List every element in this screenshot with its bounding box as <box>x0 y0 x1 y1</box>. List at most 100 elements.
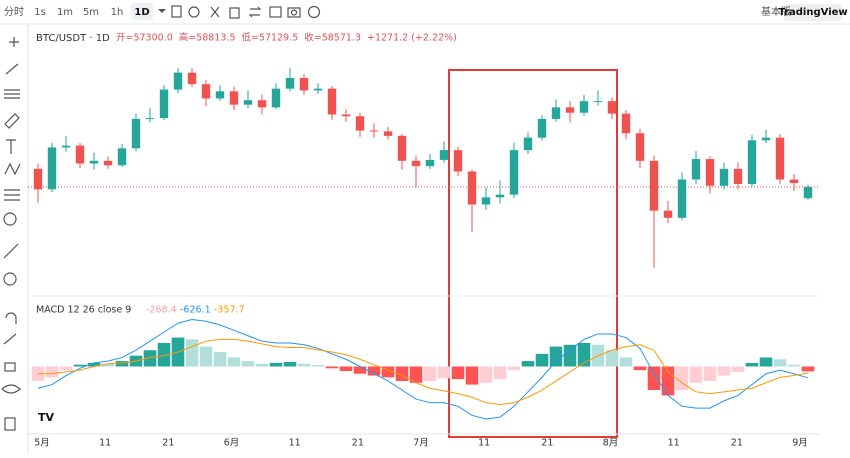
macd-histogram-bar <box>731 366 745 372</box>
candle-body <box>187 72 197 85</box>
ohlc-legend: 高=58813.5 <box>179 32 236 44</box>
macd-histogram-bar <box>465 366 479 385</box>
candle-body <box>467 171 477 205</box>
macd-histogram-bar <box>325 366 339 369</box>
ohlc-legend: +1271.2 (+2.22%) <box>367 33 457 44</box>
toolbar <box>0 3 850 25</box>
macd-histogram-bar <box>689 366 703 383</box>
candle-body <box>411 160 421 167</box>
candle-body <box>691 159 701 180</box>
candle-body <box>117 148 127 166</box>
candle-body <box>677 179 687 218</box>
x-tick-label: 21 <box>731 438 743 449</box>
candle-body <box>649 160 659 211</box>
ohlc-legend: 收=58571.3 <box>304 32 361 44</box>
macd-histogram-bar <box>241 361 255 367</box>
macd-histogram-bar <box>563 344 577 367</box>
x-tick-label: 21 <box>352 438 364 449</box>
macd-histogram-bar <box>339 366 353 372</box>
macd-histogram-bar <box>661 366 675 396</box>
macd-value: -626.1 <box>180 305 211 316</box>
x-tick-label: 21 <box>162 438 174 449</box>
macd-histogram-bar <box>45 366 59 378</box>
candle-body <box>47 147 57 190</box>
macd-value: -357.7 <box>214 305 245 316</box>
macd-histogram-bar <box>115 361 129 367</box>
candle-body <box>509 150 519 195</box>
candle-body <box>159 89 169 119</box>
candle-body <box>747 140 757 184</box>
x-tick-label: 11 <box>99 438 111 449</box>
candle-body <box>271 88 281 108</box>
ohlc-legend: 低=57129.5 <box>242 32 299 44</box>
macd-histogram-bar <box>675 366 689 391</box>
macd-histogram-bar <box>549 346 563 367</box>
macd-histogram-bar <box>297 363 311 367</box>
macd-histogram-bar <box>745 362 759 367</box>
macd-histogram-bar <box>311 365 325 367</box>
macd-histogram-bar <box>801 366 815 372</box>
tradingview-mode-button[interactable]: TradingView <box>778 7 847 18</box>
interval-button[interactable]: 分时 <box>4 6 24 18</box>
left-toolbar <box>1 25 29 454</box>
interval-button[interactable]: 5m <box>83 7 99 18</box>
candle-body <box>215 91 225 99</box>
candle-body <box>775 137 785 180</box>
macd-histogram-bar <box>605 350 619 367</box>
x-tick-label: 11 <box>478 438 490 449</box>
candle-body <box>327 88 337 115</box>
macd-histogram-bar <box>507 366 521 371</box>
macd-histogram-bar <box>633 366 647 371</box>
candle-body <box>341 114 351 117</box>
candle-body <box>229 91 239 105</box>
tv-logo: TV <box>36 411 56 425</box>
x-tick-label: 11 <box>289 438 301 449</box>
candle-body <box>635 133 645 161</box>
macd-histogram-bar <box>535 353 549 367</box>
x-tick-label: 21 <box>541 438 553 449</box>
candle-body <box>565 107 575 113</box>
interval-button[interactable]: 1h <box>111 7 124 18</box>
candle-body <box>537 118 547 138</box>
macd-histogram-bar <box>493 366 507 380</box>
interval-button[interactable]: 1s <box>34 7 46 18</box>
macd-histogram-bar <box>367 366 381 376</box>
candle-body <box>313 88 323 91</box>
macd-histogram-bar <box>647 366 661 391</box>
candle-body <box>733 168 743 184</box>
x-tick-label: 5月 <box>34 438 50 449</box>
x-tick-label: 8月 <box>603 438 619 449</box>
macd-histogram-bar <box>451 366 465 380</box>
macd-histogram-bar <box>521 361 535 367</box>
macd-histogram-bar <box>59 366 73 371</box>
macd-histogram-bar <box>759 357 773 367</box>
interval-button[interactable]: 1D <box>134 7 149 18</box>
macd-histogram-bar <box>157 342 171 367</box>
macd-histogram-bar <box>773 359 787 367</box>
macd-histogram-bar <box>143 350 157 367</box>
macd-histogram-bar <box>87 362 101 367</box>
macd-histogram-bar <box>717 366 731 376</box>
x-tick-label: 9月 <box>792 438 808 449</box>
candle-body <box>425 159 435 167</box>
candle-body <box>789 179 799 184</box>
interval-button[interactable]: 1m <box>57 7 73 18</box>
basic-mode-button[interactable]: 基本版 <box>761 5 791 18</box>
macd-histogram-bar <box>437 366 451 379</box>
candle-body <box>173 72 183 90</box>
candle-body <box>33 168 43 190</box>
macd-histogram-bar <box>787 364 801 367</box>
candle-body <box>803 186 813 199</box>
macd-value: -268.4 <box>146 305 177 316</box>
candle-body <box>523 137 533 151</box>
candle-body <box>439 150 449 160</box>
candle-body <box>607 101 617 114</box>
candle-body <box>761 137 771 141</box>
macd-histogram-bar <box>185 339 199 367</box>
candle-body <box>355 116 365 131</box>
candle-body <box>75 145 85 164</box>
candle-body <box>551 107 561 119</box>
candle-body <box>719 168 729 186</box>
